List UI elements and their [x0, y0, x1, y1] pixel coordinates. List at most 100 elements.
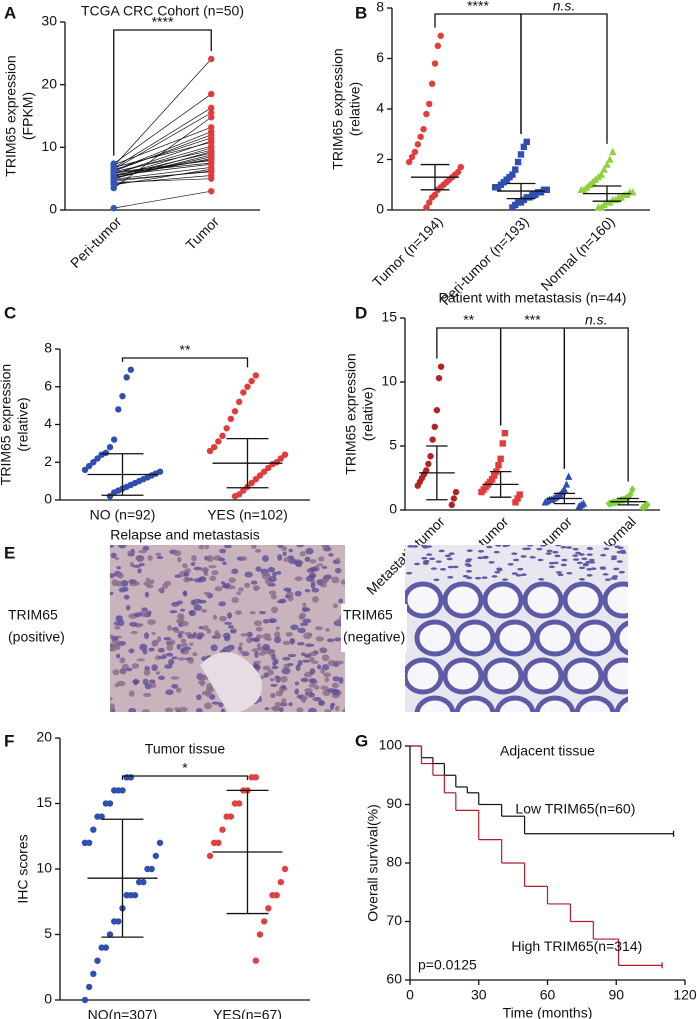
point — [85, 983, 93, 991]
nucleus — [249, 611, 256, 615]
nucleus — [274, 701, 282, 708]
x-tick-label: YES (n=102) — [207, 507, 288, 523]
nucleus — [309, 566, 318, 572]
nucleus — [118, 545, 127, 549]
nucleus — [180, 647, 185, 653]
nucleus — [167, 624, 173, 631]
y-tick-label: 0 — [389, 501, 397, 517]
nucleus — [253, 663, 261, 670]
nucleus — [335, 557, 341, 563]
nucleus — [294, 576, 303, 582]
significance-bracket — [499, 327, 566, 469]
nucleus — [209, 575, 217, 581]
significance-label: *** — [524, 312, 541, 328]
nucleus — [171, 656, 178, 660]
nucleus — [314, 626, 324, 631]
gland — [602, 581, 628, 619]
y-axis-label: IHC scores — [15, 834, 31, 903]
nucleus — [610, 557, 617, 561]
point — [252, 372, 260, 379]
nucleus — [164, 664, 173, 669]
nucleus — [110, 573, 115, 579]
nucleus — [430, 567, 437, 570]
nucleus — [144, 591, 150, 598]
nucleus — [282, 656, 291, 661]
nucleus — [299, 622, 309, 627]
point — [144, 865, 151, 873]
x-tick-label: Tumor (n=194) — [369, 213, 446, 290]
nucleus — [118, 619, 125, 627]
nucleus — [308, 684, 316, 688]
nucleus — [270, 693, 276, 698]
nucleus — [507, 563, 514, 566]
nucleus — [116, 565, 121, 570]
nucleus — [566, 546, 573, 549]
nucleus — [137, 568, 142, 574]
nucleus — [554, 554, 561, 558]
gland — [494, 619, 536, 657]
nucleus — [110, 696, 113, 701]
x-tick-label: 90 — [608, 987, 624, 1003]
nucleus — [446, 557, 453, 561]
nucleus — [288, 548, 294, 553]
nucleus — [296, 545, 305, 548]
nucleus — [206, 628, 212, 634]
point — [517, 151, 525, 158]
nucleus — [552, 550, 559, 554]
error-bar — [101, 453, 144, 496]
nucleus — [287, 653, 297, 658]
point — [600, 165, 608, 173]
point — [457, 163, 464, 171]
nucleus — [297, 627, 306, 634]
nucleus — [320, 685, 329, 690]
nucleus — [604, 578, 611, 581]
nucleus — [318, 700, 325, 706]
nucleus — [332, 676, 340, 682]
point — [516, 491, 523, 498]
nucleus — [281, 667, 291, 675]
nucleus — [585, 560, 592, 564]
nucleus — [496, 568, 503, 572]
nucleus — [228, 577, 236, 583]
x-tick-label: 0 — [406, 987, 414, 1003]
significance-bracket — [436, 327, 502, 426]
nucleus — [511, 552, 518, 556]
point — [98, 451, 105, 458]
significance-bracket — [434, 13, 522, 134]
nucleus — [462, 574, 469, 578]
image-label: TRIM65 — [343, 607, 393, 623]
nucleus — [306, 692, 311, 697]
nucleus — [133, 612, 143, 617]
nucleus — [304, 556, 311, 562]
point — [106, 931, 114, 938]
point — [420, 126, 427, 133]
panel-title: Adjacent tissue — [500, 743, 595, 759]
nucleus — [536, 547, 543, 551]
nucleus — [238, 587, 244, 592]
error-bar — [101, 818, 144, 938]
nucleus — [208, 565, 217, 569]
nucleus — [548, 565, 555, 569]
gland — [482, 581, 524, 619]
x-axis-label: Time (months) — [503, 1005, 593, 1019]
pair-line — [113, 141, 212, 168]
point — [208, 55, 215, 63]
nucleus — [603, 547, 610, 551]
point — [231, 493, 239, 500]
point — [90, 459, 97, 466]
y-tick-label: 10 — [41, 138, 57, 154]
gland — [562, 657, 604, 695]
nucleus — [177, 657, 186, 661]
nucleus — [545, 552, 552, 555]
point — [248, 377, 255, 385]
nucleus — [158, 587, 164, 593]
nucleus — [448, 552, 455, 555]
nucleus — [299, 551, 306, 557]
point — [219, 826, 226, 833]
x-tick-label: Normal (n=160) — [537, 213, 617, 293]
nucleus — [305, 643, 315, 647]
nucleus — [176, 600, 183, 605]
y-tick-label: 100 — [379, 737, 403, 753]
point — [208, 188, 215, 195]
nucleus — [576, 561, 583, 565]
